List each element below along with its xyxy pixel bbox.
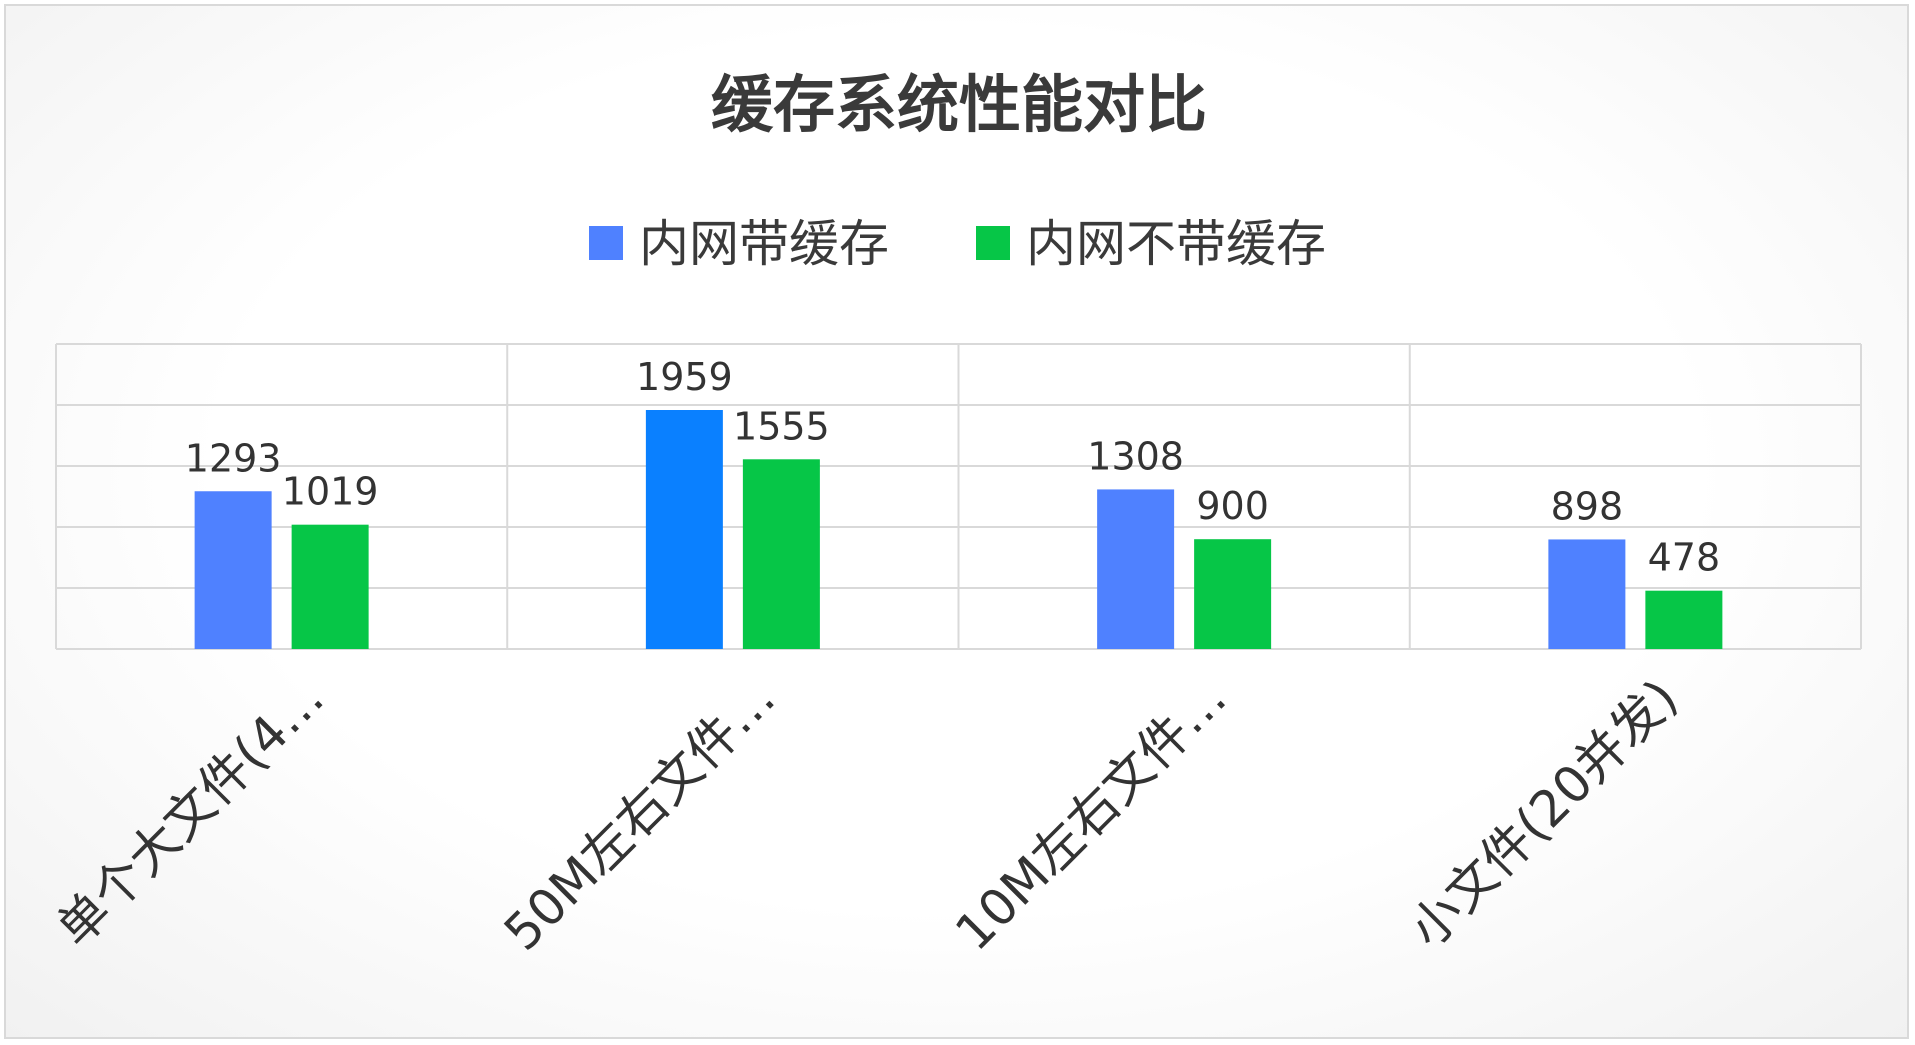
bar-series-1-1 <box>194 491 272 649</box>
value-label-series-2-1: 1019 <box>282 470 379 514</box>
bar-series-2-1 <box>291 524 369 649</box>
chart-frame: 缓存系统性能对比 内网带缓存 内网不带缓存 1293 1019 单个大文件(4… 19… <box>4 4 1909 1039</box>
legend-label-series-1: 内网带缓存 <box>639 215 889 273</box>
category-label-1: 单个大文件(4… <box>46 668 335 957</box>
category-label-2: 50M左右文件… <box>493 668 786 961</box>
legend-swatch-series-1 <box>589 226 623 260</box>
bar-series-1-2 <box>645 410 723 649</box>
value-label-series-1-1: 1293 <box>185 436 282 480</box>
chart-title: 缓存系统性能对比 <box>711 68 1207 141</box>
value-label-series-2-2: 1555 <box>733 404 830 448</box>
value-label-series-2-3: 900 <box>1196 484 1269 528</box>
bar-series-2-3 <box>1194 539 1272 649</box>
category-label-4: 小文件(20并发) <box>1398 668 1688 958</box>
value-label-series-1-3: 1308 <box>1087 434 1184 478</box>
legend-swatch-series-2 <box>976 226 1010 260</box>
bar-series-2-4 <box>1645 590 1723 649</box>
value-label-series-1-2: 1959 <box>636 355 733 399</box>
bar-series-2-2 <box>742 459 820 649</box>
value-label-series-1-4: 898 <box>1551 484 1624 528</box>
value-label-series-2-4: 478 <box>1648 536 1721 580</box>
legend: 内网带缓存 内网不带缓存 <box>589 215 1326 273</box>
bar-series-1-4 <box>1548 539 1626 649</box>
category-label-3: 10M左右文件… <box>944 668 1237 961</box>
bar-series-1-3 <box>1097 489 1175 649</box>
legend-label-series-2: 内网不带缓存 <box>1026 215 1326 273</box>
